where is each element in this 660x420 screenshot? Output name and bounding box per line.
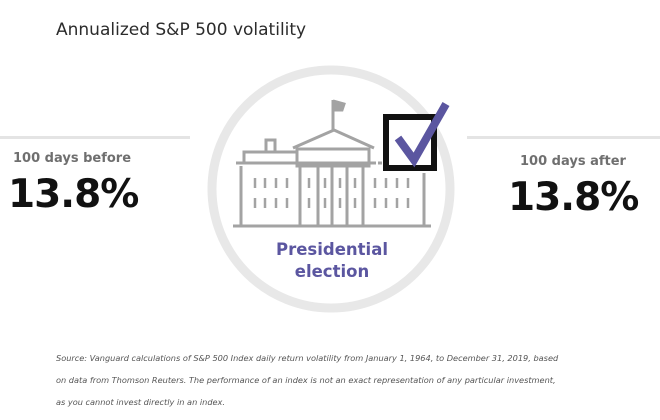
center-label-line1: Presidential: [276, 240, 388, 259]
source-line: Source: Vanguard calculations of S&P 500…: [56, 353, 559, 363]
window-marks: [253, 178, 410, 208]
after-value: 13.8%: [508, 175, 639, 220]
after-label: 100 days after: [520, 154, 626, 169]
checkbox-icon: [383, 102, 450, 171]
checkmark-icon: [394, 102, 450, 168]
center-label: Presidential election: [232, 239, 432, 283]
ring-circle: [207, 65, 455, 313]
page-title: Annualized S&P 500 volatility: [56, 20, 307, 40]
right-divider: [467, 136, 660, 139]
source-line: as you cannot invest directly in an inde…: [56, 397, 226, 407]
source-line: on data from Thomson Reuters. The perfor…: [56, 375, 556, 385]
left-divider: [0, 136, 190, 139]
before-label: 100 days before: [13, 151, 132, 166]
source-note: Source: Vanguard calculations of S&P 500…: [56, 347, 656, 413]
center-label-line2: election: [294, 262, 370, 281]
before-value: 13.8%: [8, 172, 139, 217]
white-house-icon: [233, 99, 431, 228]
